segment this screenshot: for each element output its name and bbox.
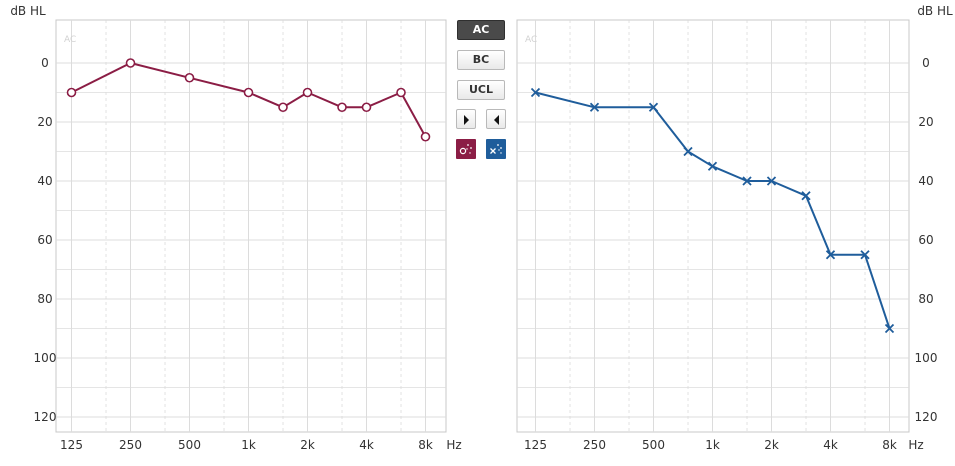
data-point[interactable] — [125, 58, 136, 68]
chart-watermark: AC — [64, 35, 76, 45]
data-point[interactable] — [648, 102, 659, 112]
y-tick-label: 60 — [918, 233, 933, 247]
x-axis-label: Hz — [446, 438, 461, 452]
y-tick-label: 80 — [37, 292, 52, 306]
data-point[interactable] — [530, 87, 541, 98]
data-point[interactable] — [766, 176, 777, 186]
sparkle-circle-icon — [459, 144, 472, 155]
y-tick-label: 60 — [37, 233, 52, 247]
data-point[interactable] — [683, 146, 693, 157]
data-point[interactable] — [184, 72, 195, 83]
data-point[interactable] — [361, 102, 372, 113]
sparkle-cross-icon — [490, 144, 502, 154]
y-axis-label: dB HL — [10, 4, 46, 18]
data-point[interactable] — [278, 102, 288, 113]
triangle-left-icon — [494, 115, 499, 125]
x-tick-label: 4k — [823, 438, 838, 452]
data-point[interactable] — [396, 87, 406, 98]
y-axis-label: dB HL — [917, 4, 953, 18]
audiogram-panel-left-audiogram: AC 0 20 40 60 80 100 120 dB HL 125 250 500 1k 2k 4k 8k H… — [516, 4, 953, 452]
y-tick-label: 40 — [37, 174, 52, 188]
y-tick-label: 120 — [34, 410, 57, 424]
x-tick-label: 1k — [241, 438, 256, 452]
data-point[interactable] — [742, 176, 752, 186]
ucl-button[interactable]: UCL — [457, 80, 505, 100]
x-tick-label: 4k — [359, 438, 374, 452]
data-point[interactable] — [860, 250, 870, 260]
ac-button[interactable]: AC — [457, 20, 505, 40]
y-tick-label: 100 — [34, 351, 57, 365]
x-tick-label: 500 — [642, 438, 665, 452]
x-tick-label: 8k — [882, 438, 897, 452]
data-point[interactable] — [707, 161, 718, 171]
right-ear-marker-button[interactable] — [456, 139, 476, 159]
data-point[interactable] — [825, 250, 836, 260]
data-point[interactable] — [589, 102, 600, 112]
y-tick-label: 20 — [37, 115, 52, 129]
x-tick-label: 2k — [300, 438, 315, 452]
data-point[interactable] — [420, 131, 431, 142]
plot-frame — [55, 19, 447, 433]
y-tick-label: 100 — [915, 351, 938, 365]
y-tick-label: 20 — [918, 115, 933, 129]
x-tick-label: 125 — [524, 438, 547, 452]
left-ear-marker-button[interactable] — [486, 139, 506, 159]
series-line — [71, 62, 427, 138]
x-tick-label: 250 — [583, 438, 606, 452]
chart-watermark: AC — [525, 35, 537, 45]
y-tick-label: 40 — [918, 174, 933, 188]
y-tick-label: 80 — [918, 292, 933, 306]
x-tick-label: 125 — [60, 438, 83, 452]
data-point[interactable] — [66, 87, 77, 98]
data-point[interactable] — [302, 87, 313, 98]
arrow-left-button[interactable] — [486, 109, 506, 129]
x-tick-label: 8k — [418, 438, 433, 452]
triangle-right-icon — [464, 115, 469, 125]
y-tick-label: 120 — [915, 410, 938, 424]
arrow-right-button[interactable] — [456, 109, 476, 129]
y-tick-label: 0 — [41, 56, 49, 70]
y-tick-label: 0 — [922, 56, 930, 70]
data-point[interactable] — [337, 102, 347, 113]
x-axis-label: Hz — [908, 438, 923, 452]
x-tick-label: 2k — [764, 438, 779, 452]
audiogram-panel-right-audiogram: AC 0 20 40 60 80 100 120 dB HL 125 250 500 1k 2k 4k 8k H… — [10, 4, 461, 452]
data-point[interactable] — [243, 87, 254, 98]
x-tick-label: 1k — [705, 438, 720, 452]
data-point[interactable] — [801, 191, 811, 201]
x-tick-label: 250 — [119, 438, 142, 452]
data-point[interactable] — [884, 323, 895, 334]
x-tick-label: 500 — [178, 438, 201, 452]
bc-button[interactable]: BC — [457, 50, 505, 70]
